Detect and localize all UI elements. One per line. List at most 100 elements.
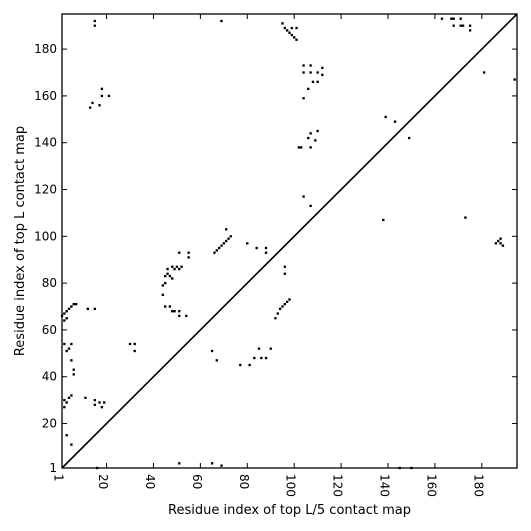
- contact-point-top-l5: [248, 363, 251, 367]
- contact-point-top-l: [459, 24, 462, 27]
- contact-point-top-l5: [309, 71, 312, 74]
- contact-point-top-l5: [260, 356, 263, 360]
- contact-point-top-l5: [499, 242, 502, 245]
- contact-point-top-l5: [464, 216, 467, 219]
- contact-point-top-l5: [215, 359, 218, 362]
- y-tick-label: 140: [34, 136, 57, 150]
- contact-point-top-l: [164, 305, 167, 308]
- contact-point-top-l5: [283, 272, 286, 275]
- contact-point-top-l: [67, 347, 71, 350]
- x-tick-label: 100: [284, 474, 298, 497]
- plot-frame: [61, 13, 518, 469]
- y-tick-label: 180: [34, 42, 57, 56]
- contact-point-top-l5: [309, 146, 312, 149]
- contact-point-top-l5: [210, 462, 214, 465]
- contact-point-top-l5: [178, 462, 181, 465]
- contact-point-top-l: [70, 359, 73, 362]
- contact-point-top-l5: [264, 251, 268, 254]
- contact-point-top-l: [173, 267, 176, 271]
- contact-point-top-l5: [285, 29, 289, 32]
- contact-point-top-l: [74, 303, 78, 306]
- contact-point-top-l5: [255, 246, 258, 250]
- contact-point-top-l5: [309, 64, 312, 67]
- contact-point-top-l5: [253, 356, 256, 360]
- contact-point-top-l5: [220, 244, 223, 247]
- contact-point-top-l: [164, 274, 167, 278]
- contact-point-top-l: [70, 443, 73, 446]
- contact-point-top-l: [175, 265, 179, 268]
- contact-point-top-l5: [215, 249, 218, 252]
- contact-point-top-l5: [297, 146, 301, 149]
- contact-point-top-l: [63, 405, 66, 409]
- contact-point-top-l: [70, 394, 73, 397]
- contact-point-top-l5: [220, 464, 223, 467]
- x-tick-label: 1: [52, 474, 66, 482]
- contact-point-top-l5: [513, 78, 516, 81]
- contact-point-top-l: [452, 17, 455, 20]
- contact-point-top-l: [171, 277, 174, 280]
- contact-point-top-l: [180, 265, 183, 268]
- contact-point-top-l: [63, 312, 66, 315]
- contact-point-top-l: [459, 17, 462, 20]
- contact-point-top-l5: [307, 136, 310, 140]
- contact-point-top-l5: [302, 64, 305, 67]
- contact-point-top-l: [63, 342, 66, 346]
- contact-point-top-l: [166, 272, 169, 275]
- contact-point-top-l5: [283, 265, 286, 268]
- contact-marks: [60, 17, 516, 470]
- contact-point-top-l5: [278, 307, 282, 311]
- contact-point-top-l: [86, 307, 89, 311]
- contact-point-top-l5: [384, 115, 387, 119]
- contact-point-top-l: [65, 310, 68, 313]
- contact-point-top-l5: [276, 312, 279, 315]
- contact-point-top-l5: [300, 146, 303, 149]
- contact-point-top-l: [93, 403, 97, 406]
- contact-point-top-l5: [285, 300, 289, 304]
- contact-point-top-l5: [314, 139, 317, 142]
- y-tick-label: 60: [42, 323, 57, 337]
- contact-point-top-l5: [225, 228, 228, 231]
- contact-point-top-l5: [311, 80, 315, 84]
- x-tick-label: 180: [471, 474, 485, 497]
- contact-point-top-l5: [482, 71, 486, 74]
- contact-point-top-l: [93, 19, 97, 23]
- contact-point-top-l5: [382, 218, 385, 222]
- contact-point-top-l5: [499, 237, 502, 240]
- contact-point-top-l: [450, 17, 453, 20]
- contact-point-top-l5: [316, 71, 319, 74]
- contact-point-top-l: [84, 396, 87, 399]
- contact-point-top-l: [187, 251, 190, 254]
- contact-point-top-l: [173, 310, 176, 313]
- contact-point-top-l5: [229, 235, 233, 238]
- contact-point-top-l: [98, 104, 101, 107]
- x-tick-label: 60: [190, 474, 204, 489]
- contact-point-top-l: [63, 319, 66, 322]
- contact-point-top-l: [65, 349, 68, 353]
- contact-point-top-l5: [225, 239, 228, 243]
- contact-point-top-l5: [494, 242, 498, 245]
- contact-point-top-l: [65, 317, 68, 320]
- contact-point-top-l: [128, 342, 132, 346]
- contact-point-top-l: [171, 265, 174, 268]
- contact-point-top-l: [178, 251, 181, 254]
- x-tick-label: 120: [331, 474, 345, 497]
- contact-point-top-l5: [281, 305, 284, 308]
- contact-point-top-l: [161, 293, 165, 296]
- contact-point-top-l5: [288, 31, 291, 34]
- contact-point-top-l5: [316, 80, 319, 84]
- contact-point-top-l: [100, 405, 104, 409]
- contact-point-top-l5: [293, 36, 296, 39]
- contact-point-top-l5: [217, 246, 221, 250]
- contact-point-top-l: [168, 274, 172, 278]
- contact-point-top-l5: [309, 204, 312, 208]
- contact-point-top-l: [178, 310, 181, 313]
- contact-point-top-l5: [246, 242, 249, 245]
- contact-point-top-l: [440, 17, 444, 20]
- contact-point-top-l5: [283, 26, 286, 30]
- contact-point-top-l5: [302, 71, 305, 74]
- contact-point-top-l5: [295, 38, 298, 41]
- contact-point-top-l: [72, 368, 75, 371]
- contact-point-top-l5: [288, 298, 291, 301]
- contact-point-top-l5: [407, 136, 411, 140]
- contact-point-top-l: [461, 24, 465, 27]
